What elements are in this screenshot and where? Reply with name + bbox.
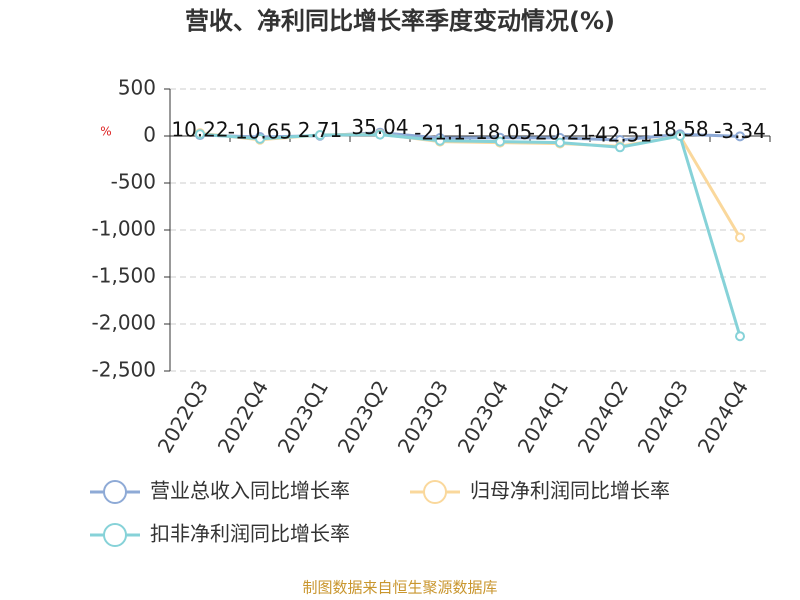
legend-marker[interactable]: [103, 523, 127, 547]
source-note: 制图数据来自恒生聚源数据库: [302, 579, 497, 597]
x-tick-label: 2022Q4: [213, 376, 273, 457]
data-point: [495, 136, 505, 147]
data-label: -20.21: [528, 120, 592, 144]
data-point: [555, 137, 565, 148]
x-tick-label: 2024Q4: [693, 376, 753, 457]
x-tick-label: 2022Q3: [153, 376, 213, 457]
data-label: 2.71: [298, 118, 343, 142]
y-tick-label: 0: [143, 123, 156, 147]
data-point: [735, 131, 745, 142]
data-label: -10.65: [228, 120, 292, 144]
data-label: -18.05: [468, 120, 532, 144]
data-point: [675, 131, 685, 141]
x-tick-label: 2024Q2: [573, 376, 633, 457]
data-point: [615, 142, 625, 153]
y-tick-label: 500: [118, 76, 156, 100]
legend-marker[interactable]: [423, 480, 447, 504]
x-tick-label: 2024Q1: [513, 376, 573, 457]
data-point: [375, 129, 385, 140]
x-tick-label: 2023Q1: [273, 376, 333, 457]
series-line: [199, 132, 742, 337]
y-tick-label: -2,500: [92, 358, 156, 382]
data-point: [735, 331, 745, 342]
legend-label[interactable]: 营业总收入同比增长率: [150, 479, 350, 503]
y-tick-label: -1,500: [92, 264, 156, 288]
data-point: [735, 232, 745, 243]
x-tick-label: 2023Q3: [393, 376, 453, 457]
y-tick-label: -500: [111, 170, 156, 194]
data-point: [315, 130, 325, 141]
x-tick-label: 2023Q2: [333, 376, 393, 457]
x-tick-label: 2024Q3: [633, 376, 693, 457]
data-label: -42.51: [588, 122, 652, 146]
data-label: 35.04: [351, 115, 408, 139]
chart-title: 营收、净利同比增长率季度变动情况(%): [185, 7, 615, 35]
data-label: 10.22: [171, 118, 228, 142]
data-label: -21.1: [414, 120, 466, 144]
data-point: [435, 135, 445, 146]
data-point: [255, 133, 265, 144]
data-label: 18.58: [651, 117, 708, 141]
data-label: -3.34: [714, 119, 766, 143]
legend-marker[interactable]: [103, 480, 127, 504]
x-tick-label: 2023Q4: [453, 376, 513, 457]
series-line: [199, 131, 742, 239]
legend-label[interactable]: 归母净利润同比增长率: [470, 479, 670, 503]
y-tick-label: -1,000: [92, 217, 156, 241]
legend-label[interactable]: 扣非净利润同比增长率: [150, 522, 350, 546]
y-tick-label: -2,000: [92, 311, 156, 335]
data-point: [195, 129, 205, 140]
y-axis-label: %: [100, 125, 111, 139]
